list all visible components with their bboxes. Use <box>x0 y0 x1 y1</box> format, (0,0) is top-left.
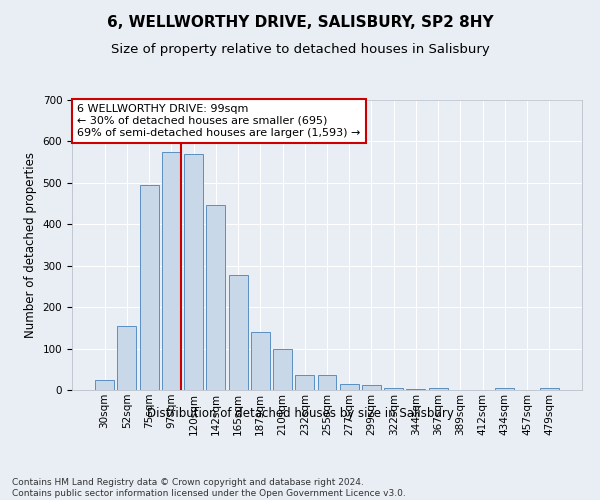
Bar <box>362 386 381 390</box>
Text: 6 WELLWORTHY DRIVE: 99sqm
← 30% of detached houses are smaller (695)
69% of semi: 6 WELLWORTHY DRIVE: 99sqm ← 30% of detac… <box>77 104 361 138</box>
Bar <box>184 154 203 390</box>
Text: 6, WELLWORTHY DRIVE, SALISBURY, SP2 8HY: 6, WELLWORTHY DRIVE, SALISBURY, SP2 8HY <box>107 15 493 30</box>
Bar <box>340 384 359 390</box>
Bar <box>95 380 114 390</box>
Bar <box>273 349 292 390</box>
Bar <box>162 152 181 390</box>
Bar <box>317 375 337 390</box>
Text: Distribution of detached houses by size in Salisbury: Distribution of detached houses by size … <box>146 408 454 420</box>
Bar <box>406 389 425 390</box>
Bar <box>384 388 403 390</box>
Bar <box>206 205 225 390</box>
Bar <box>140 185 158 390</box>
Text: Contains HM Land Registry data © Crown copyright and database right 2024.
Contai: Contains HM Land Registry data © Crown c… <box>12 478 406 498</box>
Bar <box>229 275 248 390</box>
Y-axis label: Number of detached properties: Number of detached properties <box>24 152 37 338</box>
Bar <box>118 326 136 390</box>
Bar <box>496 388 514 390</box>
Text: Size of property relative to detached houses in Salisbury: Size of property relative to detached ho… <box>110 42 490 56</box>
Bar <box>295 375 314 390</box>
Bar <box>429 388 448 390</box>
Bar <box>540 388 559 390</box>
Bar <box>251 332 270 390</box>
